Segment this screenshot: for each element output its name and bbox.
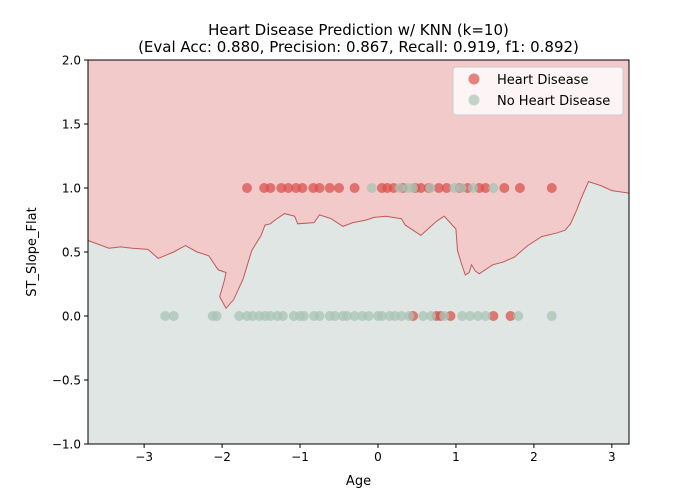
y-tick-label-0: −1.0 <box>52 438 81 452</box>
point-heart-disease-11 <box>349 183 360 193</box>
x-tick-label-2: −1 <box>291 450 309 464</box>
legend-box <box>452 66 624 116</box>
point-no-heart-disease-27 <box>330 311 341 321</box>
point-no-heart-disease-37 <box>396 311 407 321</box>
point-no-heart-disease-41 <box>439 311 450 321</box>
legend-marker-heart-disease <box>468 73 480 85</box>
x-tick-label-0: −3 <box>135 450 153 464</box>
point-no-heart-disease-6 <box>456 183 467 193</box>
legend-marker-no-heart-disease <box>468 94 480 106</box>
y-axis-label: ST_Slope_Flat <box>25 207 40 296</box>
x-tick-label-5: 2 <box>530 450 538 464</box>
x-tick-label-1: −2 <box>213 450 231 464</box>
point-heart-disease-0 <box>242 183 252 193</box>
plot-area <box>87 60 630 444</box>
point-no-heart-disease-10 <box>168 311 179 321</box>
point-no-heart-disease-8 <box>488 183 499 193</box>
point-no-heart-disease-39 <box>418 311 429 321</box>
legend-label-no-heart-disease: No Heart Disease <box>497 94 610 109</box>
point-heart-disease-8 <box>314 183 325 193</box>
point-heart-disease-25 <box>499 183 510 193</box>
point-heart-disease-9 <box>324 183 335 193</box>
point-no-heart-disease-5 <box>449 183 460 193</box>
point-no-heart-disease-4 <box>425 183 436 193</box>
point-heart-disease-20 <box>441 183 452 193</box>
point-heart-disease-17 <box>415 183 426 193</box>
point-no-heart-disease-38 <box>404 311 415 321</box>
legend-label-heart-disease: Heart Disease <box>497 73 588 88</box>
point-heart-disease-27 <box>546 183 557 193</box>
points-layer <box>160 183 557 321</box>
point-no-heart-disease-45 <box>480 311 491 321</box>
x-tick-label-3: 0 <box>374 450 382 464</box>
y-tick-label-5: 1.5 <box>62 118 81 132</box>
point-no-heart-disease-46 <box>513 311 524 321</box>
no-heart-disease-region <box>88 181 629 444</box>
x-tick-label-4: 1 <box>452 450 460 464</box>
point-no-heart-disease-7 <box>468 183 479 193</box>
decision-boundary <box>87 180 630 310</box>
chart-title-line2: (Eval Acc: 0.880, Precision: 0.867, Reca… <box>138 38 579 56</box>
point-no-heart-disease-20 <box>277 311 288 321</box>
y-tick-label-1: −0.5 <box>52 374 81 388</box>
y-tick-label-3: 0.5 <box>62 246 81 260</box>
point-no-heart-disease-43 <box>465 311 475 321</box>
legend: Heart Disease No Heart Disease <box>452 66 624 116</box>
point-heart-disease-26 <box>514 183 525 193</box>
point-no-heart-disease-3 <box>408 183 419 193</box>
point-no-heart-disease-18 <box>265 311 276 321</box>
point-heart-disease-32 <box>488 311 499 321</box>
point-heart-disease-24 <box>480 183 491 193</box>
point-no-heart-disease-40 <box>426 311 436 321</box>
x-tick-label-6: 3 <box>608 450 616 464</box>
point-heart-disease-6 <box>297 183 308 193</box>
y-tick-label-4: 1.0 <box>62 182 81 196</box>
y-tick-label-6: 2.0 <box>62 54 81 68</box>
point-no-heart-disease-42 <box>457 311 468 321</box>
point-no-heart-disease-25 <box>314 311 325 321</box>
point-no-heart-disease-12 <box>211 311 222 321</box>
point-heart-disease-4 <box>283 183 294 193</box>
point-heart-disease-3 <box>276 183 287 193</box>
point-no-heart-disease-1 <box>394 183 405 193</box>
x-axis-label: Age <box>346 474 371 489</box>
point-heart-disease-10 <box>334 183 344 193</box>
y-axis: −1.0 −0.5 0.0 0.5 1.0 1.5 2.0 <box>52 54 88 452</box>
point-no-heart-disease-44 <box>472 311 483 321</box>
point-heart-disease-19 <box>433 183 444 193</box>
point-no-heart-disease-23 <box>298 311 309 321</box>
point-no-heart-disease-34 <box>376 311 387 321</box>
point-no-heart-disease-30 <box>349 311 360 321</box>
chart-title-line1: Heart Disease Prediction w/ KNN (k=10) <box>208 21 509 39</box>
point-no-heart-disease-29 <box>341 311 352 321</box>
point-no-heart-disease-13 <box>234 311 245 321</box>
point-no-heart-disease-32 <box>363 311 374 321</box>
point-heart-disease-33 <box>505 311 516 321</box>
point-no-heart-disease-47 <box>546 311 557 321</box>
x-axis: −3 −2 −1 0 1 2 3 <box>135 444 616 464</box>
y-tick-label-2: 0.0 <box>62 310 81 324</box>
point-no-heart-disease-0 <box>366 183 377 193</box>
point-no-heart-disease-15 <box>247 311 258 321</box>
point-heart-disease-2 <box>265 183 276 193</box>
point-no-heart-disease-9 <box>160 311 171 321</box>
